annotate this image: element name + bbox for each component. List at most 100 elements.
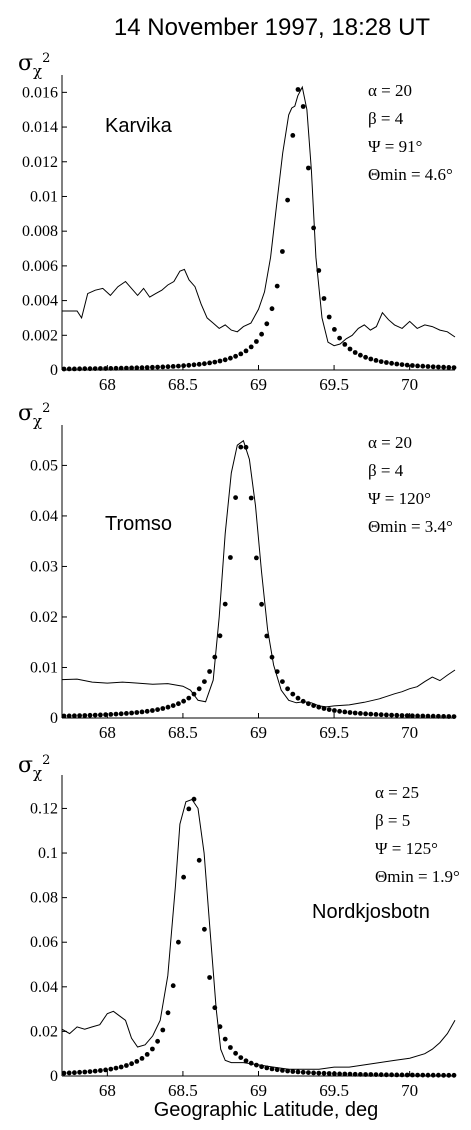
model-point: [441, 364, 446, 370]
model-point: [98, 712, 103, 718]
y-axis-label-sub: χ: [33, 412, 42, 430]
model-point: [295, 695, 301, 701]
model-point: [176, 701, 181, 707]
model-point: [82, 366, 88, 372]
model-point: [285, 1068, 290, 1074]
model-point: [347, 1071, 353, 1077]
y-tick-label: 0.02: [30, 1023, 58, 1040]
model-point: [420, 1072, 426, 1078]
model-point: [233, 353, 239, 359]
model-point: [248, 344, 254, 350]
model-point: [176, 939, 181, 945]
y-axis-label: σχ2: [18, 51, 50, 80]
model-point: [134, 365, 140, 371]
model-point: [300, 1069, 306, 1075]
model-point: [248, 495, 254, 501]
y-tick-label: 0.1: [38, 845, 58, 862]
model-point: [228, 1045, 233, 1050]
model-point: [155, 707, 161, 712]
model-point: [207, 975, 213, 980]
model-point: [98, 1068, 103, 1073]
y-axis-label-sub: χ: [33, 764, 42, 782]
model-point: [196, 686, 202, 692]
x-tick-label: 68: [99, 723, 116, 742]
model-point: [399, 1072, 405, 1078]
model-point: [342, 709, 348, 715]
model-point: [191, 691, 197, 697]
model-point: [316, 268, 322, 273]
model-point: [170, 364, 176, 369]
model-point: [207, 669, 213, 674]
model-point: [113, 1065, 119, 1071]
model-point: [191, 796, 197, 802]
model-point: [87, 366, 93, 372]
model-point: [269, 1066, 275, 1072]
model-point: [103, 712, 108, 718]
model-point: [378, 712, 384, 718]
model-point: [144, 708, 150, 714]
model-point: [61, 713, 67, 719]
model-point: [404, 362, 410, 368]
x-tick-label: 68.5: [168, 1081, 198, 1100]
model-point: [150, 1046, 155, 1052]
model-point: [269, 306, 275, 312]
model-point: [425, 1072, 431, 1078]
model-point: [160, 706, 166, 711]
x-tick-label: 70: [401, 723, 418, 742]
model-point: [66, 366, 72, 372]
model-point: [358, 1072, 363, 1077]
x-tick-label: 70: [401, 1081, 418, 1100]
y-tick-label: 0.12: [30, 800, 58, 817]
model-point: [77, 1069, 82, 1075]
model-point: [176, 363, 181, 369]
model-point: [321, 1070, 327, 1076]
model-point: [326, 1071, 332, 1076]
model-point: [98, 366, 103, 371]
model-point: [368, 711, 374, 717]
model-point: [368, 356, 374, 362]
y-tick-label: 0.03: [30, 558, 58, 575]
model-point: [420, 363, 426, 369]
model-point: [228, 355, 233, 361]
model-point: [196, 857, 202, 863]
model-point: [243, 444, 249, 450]
y-tick-label: 0.08: [30, 890, 58, 907]
model-point: [280, 249, 285, 254]
panel-tromso: 0 0.01 0.02 0.03 0.04 0.05 68 68.5 69 69.5 70 σχ2 Tr…: [18, 401, 457, 742]
model-point: [92, 1068, 98, 1074]
model-point: [285, 686, 290, 692]
model-point: [108, 1066, 114, 1072]
model-point: [326, 707, 332, 712]
model-point: [332, 1071, 337, 1077]
model-point: [352, 710, 358, 716]
model-point: [446, 365, 452, 370]
model-point: [238, 1055, 244, 1060]
model-point: [342, 1071, 348, 1077]
y-tick-label: 0.004: [22, 293, 58, 310]
model-point: [82, 1069, 88, 1075]
model-point: [129, 1061, 135, 1067]
model-point: [300, 698, 306, 704]
y-tick-label: 0.05: [30, 457, 58, 474]
model-point: [254, 1062, 259, 1068]
model-point: [321, 706, 327, 711]
model-point: [170, 983, 176, 989]
model-point: [108, 366, 114, 371]
model-point: [77, 366, 82, 372]
model-point: [212, 359, 218, 365]
model-point: [144, 365, 150, 370]
model-point: [181, 874, 187, 880]
x-tick-label: 69.5: [319, 723, 349, 742]
model-point: [311, 225, 316, 231]
model-point: [363, 1072, 368, 1077]
model-point: [186, 806, 192, 812]
model-point: [181, 698, 187, 704]
model-point: [358, 711, 363, 716]
model-point: [254, 555, 259, 561]
model-point: [165, 704, 171, 710]
model-point: [285, 197, 290, 203]
x-tick-label: 70: [401, 375, 418, 394]
model-point: [441, 714, 446, 719]
model-point: [368, 1072, 374, 1077]
model-point: [347, 710, 353, 715]
